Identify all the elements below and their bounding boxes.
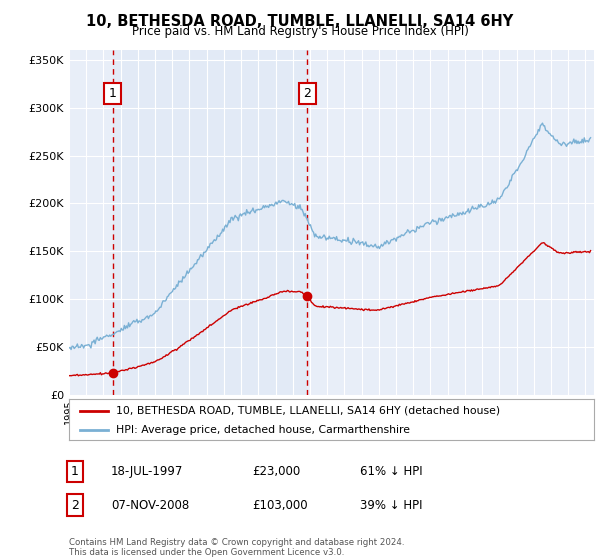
- Text: 18-JUL-1997: 18-JUL-1997: [111, 465, 184, 478]
- Text: 10, BETHESDA ROAD, TUMBLE, LLANELLI, SA14 6HY (detached house): 10, BETHESDA ROAD, TUMBLE, LLANELLI, SA1…: [116, 405, 500, 416]
- Text: 39% ↓ HPI: 39% ↓ HPI: [360, 498, 422, 512]
- Text: 1: 1: [71, 465, 79, 478]
- Text: £103,000: £103,000: [252, 498, 308, 512]
- Bar: [113, 50, 307, 395]
- Text: £23,000: £23,000: [252, 465, 300, 478]
- Text: Price paid vs. HM Land Registry's House Price Index (HPI): Price paid vs. HM Land Registry's House …: [131, 25, 469, 38]
- Text: 07-NOV-2008: 07-NOV-2008: [111, 498, 189, 512]
- Text: Contains HM Land Registry data © Crown copyright and database right 2024.
This d: Contains HM Land Registry data © Crown c…: [69, 538, 404, 557]
- Text: 10, BETHESDA ROAD, TUMBLE, LLANELLI, SA14 6HY: 10, BETHESDA ROAD, TUMBLE, LLANELLI, SA1…: [86, 14, 514, 29]
- Text: 2: 2: [71, 498, 79, 512]
- Text: 61% ↓ HPI: 61% ↓ HPI: [360, 465, 422, 478]
- Text: 1: 1: [109, 87, 116, 100]
- Text: HPI: Average price, detached house, Carmarthenshire: HPI: Average price, detached house, Carm…: [116, 424, 410, 435]
- Text: 2: 2: [304, 87, 311, 100]
